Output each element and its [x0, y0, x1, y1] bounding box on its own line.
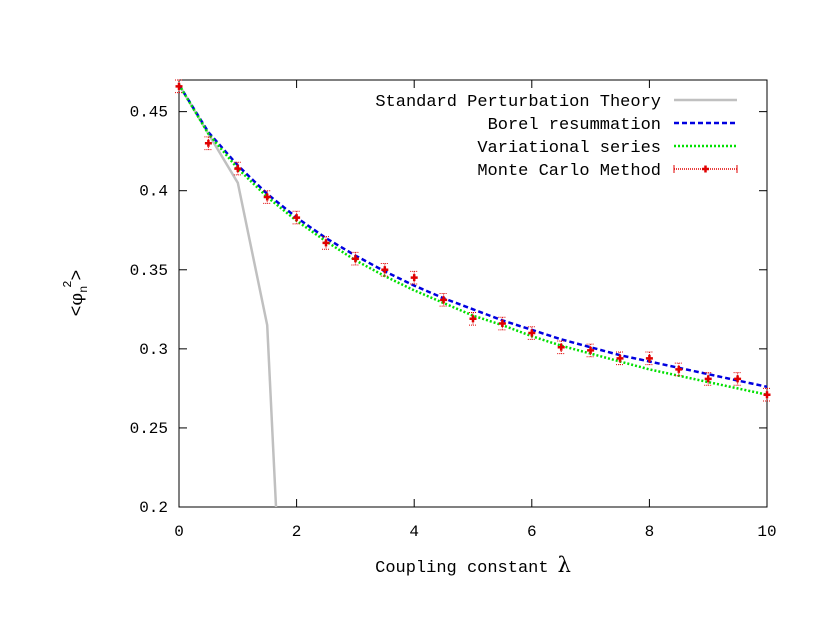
data-point — [234, 165, 242, 173]
y-label-superscript: 2 — [61, 280, 75, 287]
data-point — [440, 296, 448, 304]
x-axis-label: Coupling constant λ — [375, 553, 571, 578]
data-point — [322, 239, 330, 247]
y-label-close: > — [68, 270, 88, 281]
data-point — [587, 346, 595, 354]
legend: Standard Perturbation Theory Borel resumm… — [375, 93, 738, 181]
series-line-borel-resummation — [179, 84, 767, 389]
series-line-variational-series — [179, 84, 767, 396]
data-point — [469, 315, 477, 323]
phi-symbol: φ — [66, 293, 87, 306]
y-label-open: < — [68, 306, 88, 317]
y-tick-label: 0.4 — [139, 183, 168, 201]
x-tick-label: 0 — [174, 523, 184, 541]
legend-sample — [673, 165, 738, 173]
y-label-subscript: n — [77, 286, 91, 293]
x-tick-label: 6 — [527, 523, 537, 541]
legend-label: Monte Carlo Method — [477, 162, 661, 181]
data-point — [204, 139, 212, 147]
x-axis-label-text: Coupling constant — [375, 559, 548, 578]
data-point — [293, 214, 301, 222]
series-line-standard-perturbation-theory — [179, 84, 278, 507]
svg-text:<φn2>: <φn2> — [61, 270, 91, 317]
axis-ticks: 0 2 4 6 8 10 0.2 0.25 0.3 0.35 0.4 0.45 — [130, 80, 777, 541]
data-point — [763, 391, 771, 399]
data-point — [498, 320, 506, 328]
legend-label: Variational series — [477, 139, 661, 158]
series-monte-carlo-method — [175, 79, 771, 402]
lambda-symbol: λ — [558, 553, 571, 577]
x-tick-label: 4 — [409, 523, 419, 541]
y-tick-label: 0.45 — [130, 104, 168, 122]
series-layer — [175, 79, 771, 507]
legend-label: Borel resummation — [488, 116, 661, 135]
data-point — [263, 193, 271, 201]
data-point — [557, 343, 565, 351]
data-point — [351, 255, 359, 263]
data-point — [675, 365, 683, 373]
legend-marker — [702, 165, 709, 173]
data-point — [175, 82, 183, 90]
data-point — [734, 375, 742, 383]
data-point — [381, 266, 389, 274]
data-point — [410, 274, 418, 282]
y-axis-label: <φn2> — [61, 270, 91, 317]
y-tick-label: 0.2 — [139, 499, 168, 517]
data-point — [645, 354, 653, 362]
data-point — [704, 375, 712, 383]
y-tick-label: 0.35 — [130, 262, 168, 280]
x-tick-label: 2 — [292, 523, 302, 541]
data-point — [528, 329, 536, 337]
y-tick-label: 0.25 — [130, 420, 168, 438]
data-point — [616, 354, 624, 362]
x-tick-label: 10 — [757, 523, 776, 541]
x-tick-label: 8 — [645, 523, 655, 541]
y-tick-label: 0.3 — [139, 341, 168, 359]
legend-label: Standard Perturbation Theory — [375, 93, 661, 112]
plot-frame — [178, 79, 768, 508]
